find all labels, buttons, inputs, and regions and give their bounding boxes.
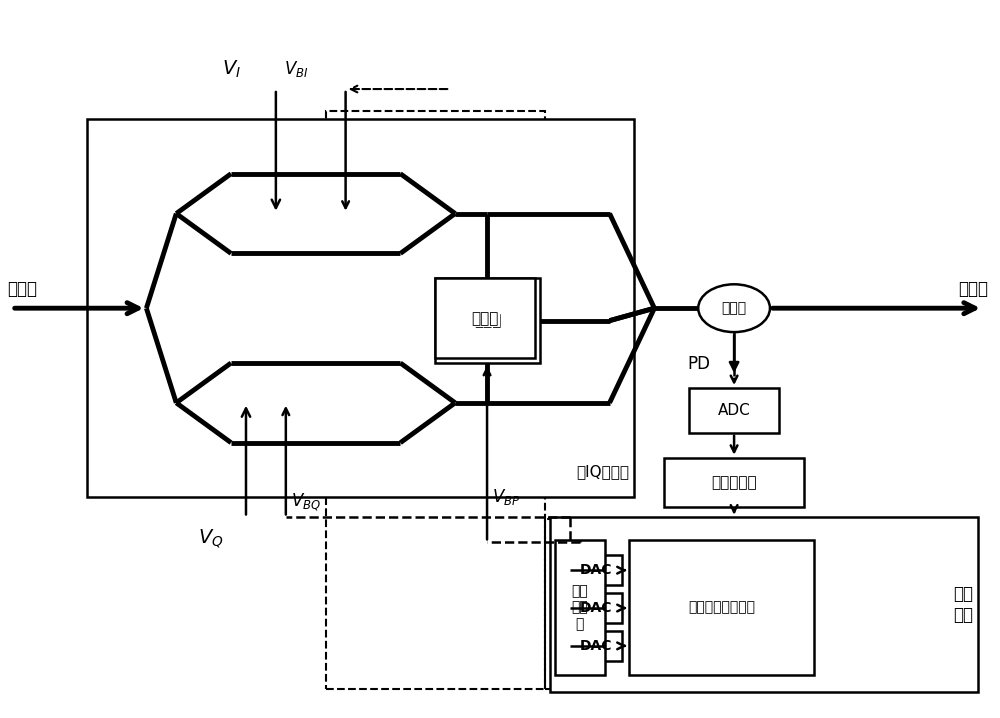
Bar [545, 519, 879, 689]
Text: $V_I$: $V_I$ [222, 58, 241, 80]
Bar [555, 541, 605, 675]
Text: $V_{BP}$: $V_{BP}$ [492, 488, 520, 508]
Bar [435, 279, 535, 358]
Text: ADC: ADC [718, 403, 750, 418]
Text: 耦合器: 耦合器 [722, 301, 747, 315]
Text: 处理
模块: 处理 模块 [953, 585, 973, 624]
Text: $V_{BQ}$: $V_{BQ}$ [291, 492, 321, 513]
Bar [689, 388, 779, 433]
Bar [326, 111, 545, 689]
Text: $V_Q$: $V_Q$ [198, 528, 224, 551]
Bar [87, 119, 634, 498]
Text: 移相器: 移相器 [471, 311, 499, 326]
Text: 数字信号处理单元: 数字信号处理单元 [688, 600, 755, 615]
Bar [664, 457, 804, 508]
Bar [570, 555, 622, 585]
Bar [570, 593, 622, 623]
Bar [629, 541, 814, 675]
Text: 输出光: 输出光 [958, 280, 988, 298]
Bar [550, 518, 978, 691]
Ellipse shape [698, 284, 770, 332]
Bar [570, 631, 622, 661]
Text: DAC: DAC [579, 639, 612, 653]
Text: DAC: DAC [579, 601, 612, 615]
Text: 移相器: 移相器 [474, 313, 501, 328]
Text: PD: PD [688, 355, 711, 373]
Bar [435, 279, 540, 363]
Text: DAC: DAC [579, 563, 612, 577]
Text: 光IQ调制器: 光IQ调制器 [576, 465, 629, 480]
Text: $V_{BI}$: $V_{BI}$ [284, 59, 308, 79]
Text: 电压
放大
器: 电压 放大 器 [571, 584, 588, 630]
Text: 低通滤波器: 低通滤波器 [711, 475, 757, 490]
Text: 入射光: 入射光 [7, 280, 37, 298]
